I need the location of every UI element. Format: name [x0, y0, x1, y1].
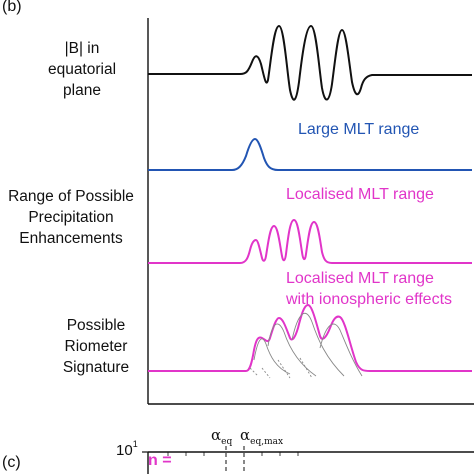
riometer-label-line-2: Riometer — [64, 338, 128, 355]
riometer-label-line-1: Possible — [66, 317, 126, 334]
tick-exponent: 1 — [132, 439, 138, 449]
bottom-tick-label: 101 — [116, 439, 138, 459]
bottom-minor-ticks — [167, 452, 299, 456]
riometer-component-4 — [319, 323, 363, 377]
b-field-label-line-3: plane — [63, 82, 101, 99]
large-mlt-curve — [148, 137, 472, 171]
tick-base: 10 — [116, 442, 133, 459]
riometer-curve — [148, 303, 472, 372]
alpha-eq-max-subscript: eq,max — [250, 437, 284, 447]
riometer-components — [249, 312, 363, 379]
n-label: n = — [148, 452, 172, 469]
ionospheric-label-line-2: with ionospheric effects — [286, 291, 453, 308]
panel-b-label: (b) — [2, 0, 22, 15]
b-field-label-line-2: equatorial — [47, 61, 117, 78]
precipitation-label-line-2: Precipitation — [28, 209, 114, 226]
riometer-component-1 — [253, 338, 291, 375]
ionospheric-label: Localised MLT range with ionospheric eff… — [286, 268, 452, 310]
large-mlt-label: Large MLT range — [298, 121, 420, 138]
riometer-component-3 — [291, 312, 345, 377]
b-field-label: |B| in equatorial plane — [26, 38, 138, 101]
ionospheric-label-line-1: Localised MLT range — [286, 270, 434, 287]
precipitation-curve — [148, 218, 472, 264]
localised-mlt-label: Localised MLT range — [286, 186, 434, 203]
alpha-eq-max-label: αeq,max — [240, 426, 284, 447]
precipitation-label-line-3: Enhancements — [19, 230, 123, 247]
b-field-label-line-1: |B| in — [64, 40, 100, 57]
panel-c-label: (c) — [2, 454, 21, 471]
riometer-label: Possible Riometer Signature — [52, 315, 140, 378]
b-field-curve — [148, 24, 472, 101]
alpha-eq-subscript: eq — [221, 437, 233, 447]
riometer-label-line-3: Signature — [62, 359, 130, 376]
precipitation-label-line-1: Range of Possible — [8, 188, 134, 205]
alpha-eq-label: αeq — [211, 426, 233, 447]
riometer-dashed-guides — [249, 357, 313, 379]
precipitation-label: Range of Possible Precipitation Enhancem… — [0, 186, 142, 249]
riometer-component-2 — [267, 323, 317, 377]
